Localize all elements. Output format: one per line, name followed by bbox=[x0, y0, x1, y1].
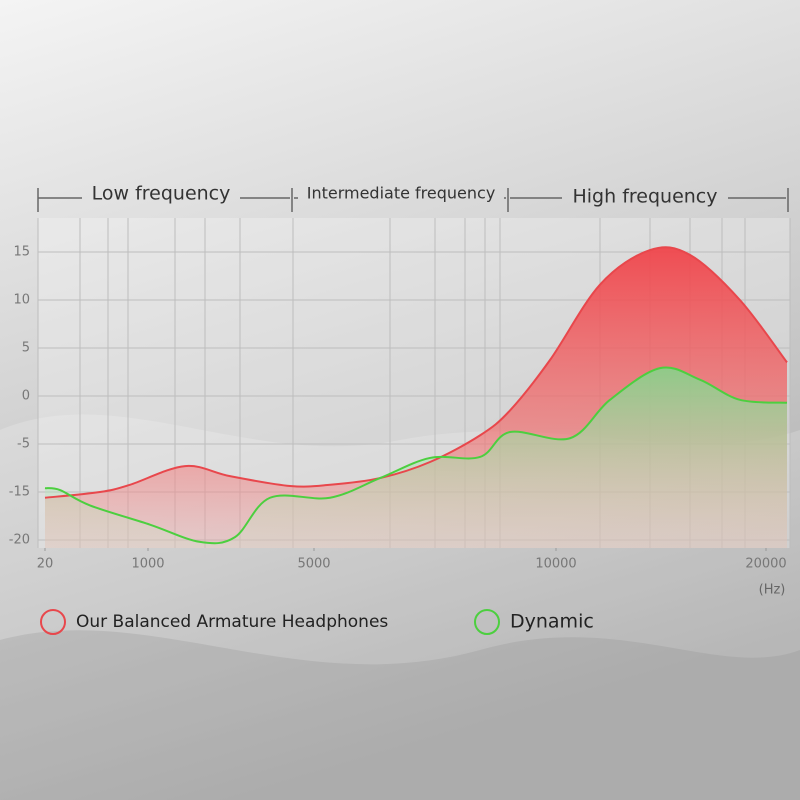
band-label: Low frequency bbox=[92, 183, 231, 205]
y-tick-label: 15 bbox=[13, 245, 30, 260]
x-tick-label: 20 bbox=[37, 557, 54, 572]
x-tick-label: 20000 bbox=[745, 557, 786, 572]
x-tick-label: 5000 bbox=[297, 557, 330, 572]
legend-label: Our Balanced Armature Headphones bbox=[76, 612, 388, 632]
y-tick-label: -15 bbox=[9, 485, 30, 500]
y-tick-label: 10 bbox=[13, 293, 30, 308]
legend-swatch bbox=[40, 609, 66, 635]
background-cloud bbox=[0, 630, 800, 800]
plot: 15 10 5 0 -5 -15 -20 20 1000 5000 10000 20000 bbox=[9, 245, 790, 572]
legend-label: Dynamic bbox=[510, 611, 594, 633]
band-label: High frequency bbox=[572, 186, 717, 208]
x-tick-label: 1000 bbox=[131, 557, 164, 572]
y-tick-label: -20 bbox=[9, 533, 30, 548]
y-tick-label: -5 bbox=[17, 437, 30, 452]
x-tick-label: 10000 bbox=[535, 557, 576, 572]
legend-swatch bbox=[474, 609, 500, 635]
x-axis-unit: (Hz) bbox=[759, 583, 786, 598]
band-brackets bbox=[37, 188, 789, 212]
band-label: Intermediate frequency bbox=[307, 184, 496, 203]
y-tick-label: 5 bbox=[22, 341, 30, 356]
y-tick-label: 0 bbox=[22, 389, 30, 404]
area bbox=[45, 367, 787, 548]
line bbox=[44, 366, 788, 545]
